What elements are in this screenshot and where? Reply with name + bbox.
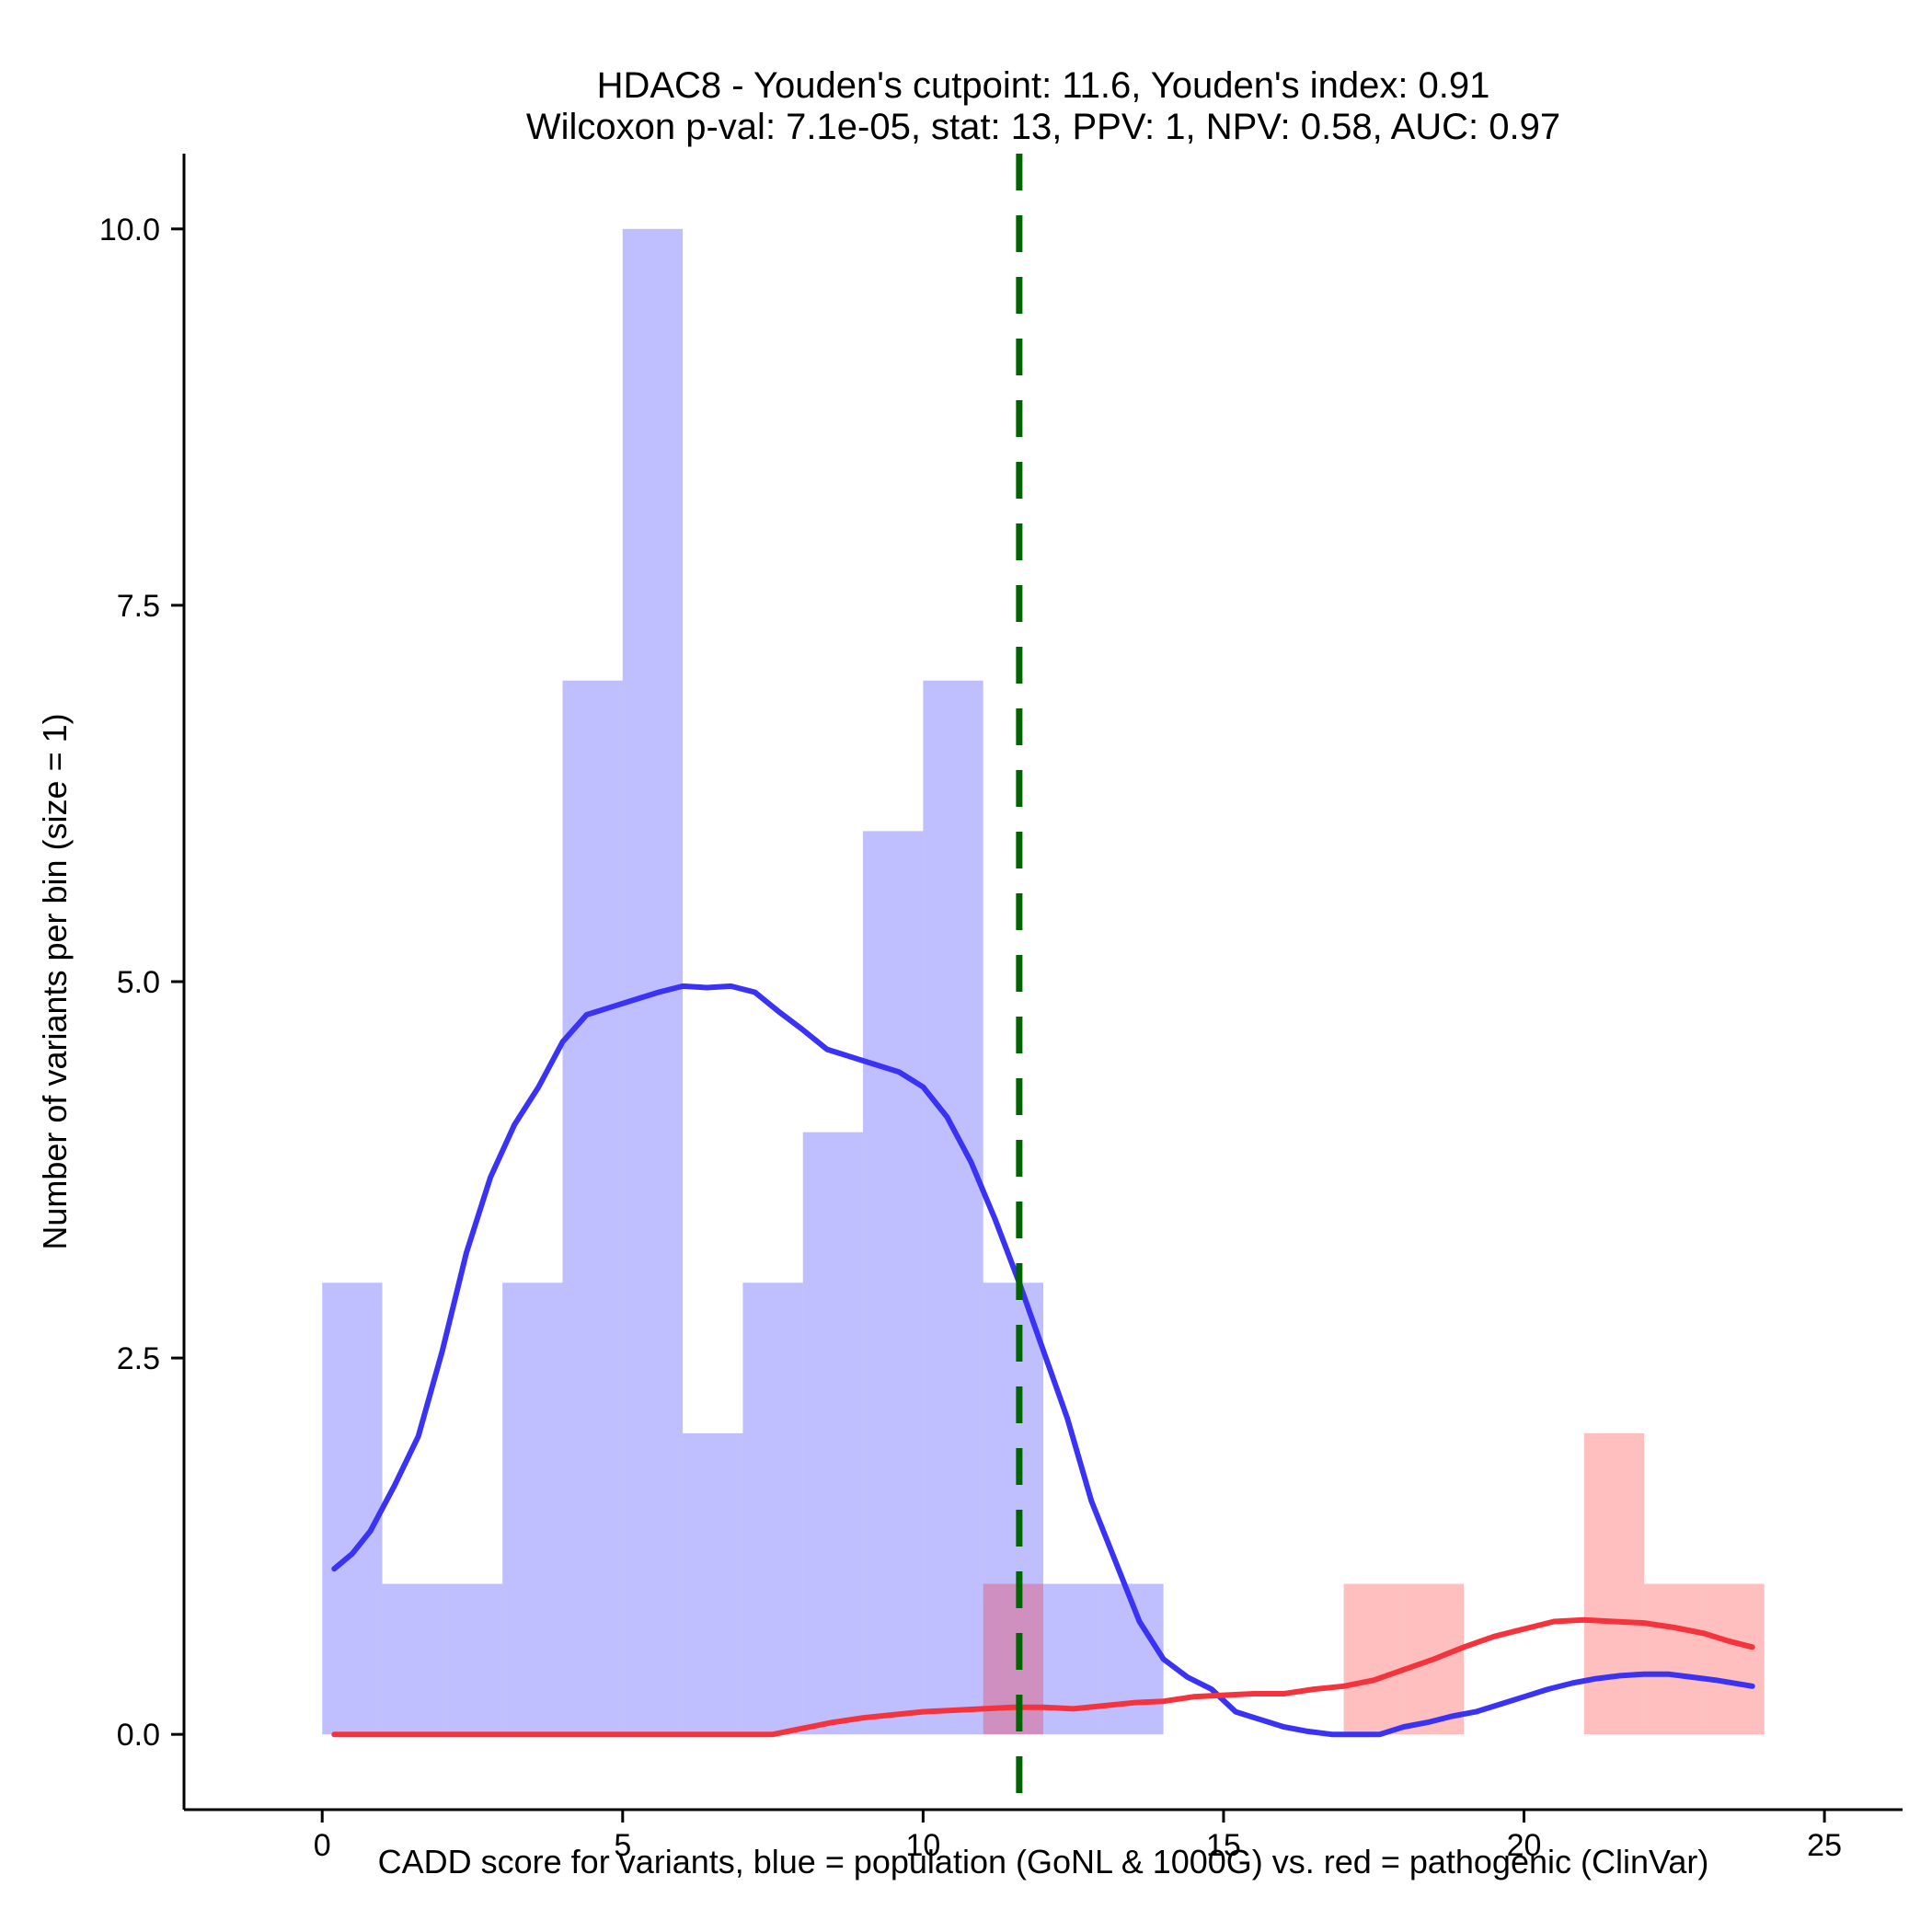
chart-title-line2: Wilcoxon p-val: 7.1e-05, stat: 13, PPV: …	[526, 107, 1560, 147]
x-tick-label: 0	[314, 1828, 331, 1863]
pathogenic-bar	[1704, 1583, 1765, 1735]
population-bar	[983, 1282, 1043, 1735]
y-tick-label: 0.0	[117, 1718, 160, 1753]
x-tick-label: 15	[1206, 1828, 1241, 1863]
x-tick-label: 20	[1507, 1828, 1542, 1863]
population-bar	[622, 228, 684, 1735]
pathogenic-density-line	[331, 1616, 1755, 1738]
population-bar	[382, 1583, 443, 1735]
population-bar	[322, 1282, 383, 1735]
ticks: 0 5 10 15 20 25 0.0 2.5 5.0 7.5 10.0	[99, 213, 1842, 1863]
population-bar	[1043, 1583, 1104, 1735]
chart-title-line1: HDAC8 - Youden's cutpoint: 11.6, Youden'…	[597, 65, 1490, 106]
y-tick-label: 7.5	[117, 589, 160, 624]
population-bar	[502, 1282, 563, 1735]
y-tick-label: 5.0	[117, 965, 160, 1000]
y-tick-label: 2.5	[117, 1341, 160, 1376]
y-tick-label: 10.0	[99, 213, 160, 247]
histogram-bars	[322, 228, 1765, 1735]
population-bar	[802, 1132, 864, 1735]
x-axis-title: CADD score for variants, blue = populati…	[378, 1843, 1709, 1880]
population-density-line	[331, 983, 1755, 1738]
x-tick-label: 5	[614, 1828, 631, 1863]
population-bar	[683, 1432, 743, 1735]
x-tick-label: 25	[1807, 1828, 1842, 1863]
x-tick-label: 10	[905, 1828, 940, 1863]
density-lines	[331, 983, 1755, 1738]
population-bar	[923, 680, 983, 1735]
population-bar	[442, 1583, 503, 1735]
pathogenic-bar	[1583, 1432, 1645, 1735]
population-bar	[863, 831, 924, 1735]
pathogenic-bar	[1644, 1583, 1705, 1735]
pathogenic-bar	[1343, 1583, 1404, 1735]
pathogenic-bar	[983, 1583, 1043, 1735]
population-bar	[742, 1282, 803, 1735]
y-axis-title: Number of variants per bin (size = 1)	[36, 713, 74, 1249]
population-bar	[562, 680, 623, 1735]
